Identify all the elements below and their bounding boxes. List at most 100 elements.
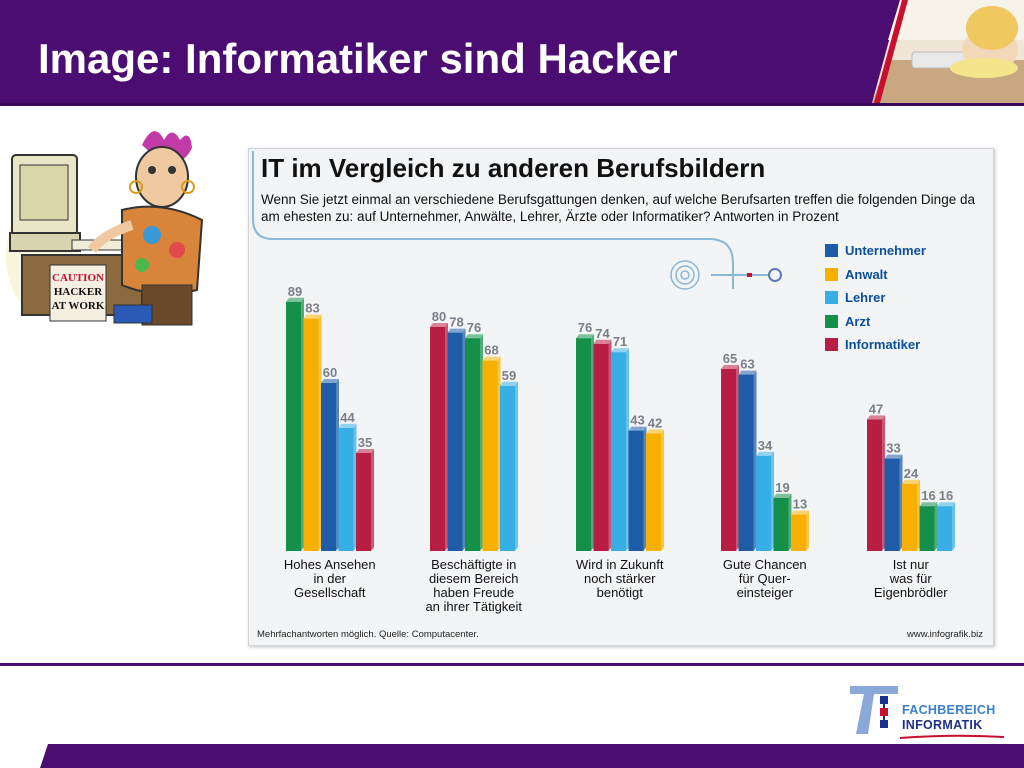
hacker-illustration: CAUTION HACKER AT WORK	[2, 115, 214, 330]
category-label: was für	[889, 571, 933, 586]
bar-side	[882, 415, 885, 551]
legend-item: Anwalt	[825, 267, 965, 283]
bar-top	[738, 370, 757, 375]
bar-unternehmer	[321, 383, 336, 551]
logo-icon	[850, 686, 898, 734]
bar-informatiker	[356, 453, 371, 551]
bar-anwalt	[482, 360, 498, 551]
bar-side	[591, 334, 594, 551]
bar-side	[643, 426, 647, 551]
slide-title: Image: Informatiker sind Hacker	[38, 35, 678, 82]
category-label: Gute Chancen	[723, 557, 807, 572]
bar-anwalt	[646, 433, 661, 551]
bar-value-label: 33	[886, 441, 900, 456]
legend-label: Anwalt	[845, 266, 888, 282]
bar-value-label: 80	[432, 309, 446, 324]
bar-lehrer	[756, 455, 771, 551]
bar-value-label: 59	[502, 368, 516, 383]
chart-source-url: www.infografik.biz	[906, 629, 983, 640]
category-label: Eigenbrödler	[874, 585, 948, 600]
bar-unternehmer	[628, 430, 644, 551]
category-label: Gesellschaft	[294, 585, 366, 600]
bar-informatiker	[721, 369, 736, 551]
category-label: an ihrer Tätigkeit	[425, 599, 522, 614]
category-label: noch stärker	[584, 571, 656, 586]
bar-top	[430, 323, 448, 327]
category-label: für Quer-	[739, 571, 791, 586]
bar-value-label: 24	[904, 466, 919, 481]
bar-value-label: 60	[323, 365, 337, 380]
bar-side	[462, 328, 466, 551]
bar-top	[576, 334, 594, 339]
bar-unternehmer	[738, 374, 754, 551]
bar-side	[771, 451, 774, 551]
bar-side	[899, 454, 903, 551]
bar-top	[867, 415, 885, 420]
bar-side	[480, 334, 483, 551]
bar-side	[917, 479, 920, 551]
category-label: Ist nur	[893, 557, 930, 572]
bar-value-label: 43	[630, 413, 644, 428]
bar-top	[338, 423, 357, 428]
legend-swatch	[825, 291, 838, 304]
bar-top	[321, 379, 339, 383]
bar-lehrer	[338, 427, 354, 551]
bar-arzt	[286, 301, 301, 551]
bar-value-label: 76	[467, 320, 481, 335]
logo-line2: INFORMATIK	[902, 718, 983, 732]
bar-informatiker	[593, 343, 609, 551]
bar-arzt	[576, 338, 591, 551]
chart-subtitle: Wenn Sie jetzt einmal an verschiedene Be…	[261, 192, 975, 224]
legend-swatch	[825, 267, 838, 281]
bar-side	[515, 381, 518, 551]
chart-title: IT im Vergleich zu anderen Berufsbildern	[261, 153, 766, 183]
bar-top	[721, 365, 739, 369]
bar-anwalt	[791, 514, 806, 551]
bar-lehrer	[611, 352, 626, 551]
category-label: diesem Bereich	[429, 571, 519, 586]
bar-side	[318, 314, 322, 551]
bar-side	[806, 510, 809, 551]
bar-top	[902, 479, 920, 484]
bar-top	[356, 449, 374, 453]
category-label: einsteiger	[737, 585, 794, 600]
bar-top	[937, 502, 955, 507]
bar-value-label: 65	[723, 351, 737, 366]
bar-anwalt	[902, 483, 917, 551]
category-label: Beschäftigte in	[431, 557, 516, 572]
bar-side	[353, 423, 357, 551]
footer-bar	[40, 744, 1024, 768]
bar-side	[661, 429, 664, 551]
category-label: Hohes Ansehen	[284, 557, 376, 572]
bar-side	[788, 493, 792, 551]
bar-unternehmer	[447, 332, 463, 551]
bar-value-label: 71	[613, 334, 627, 349]
bar-top	[465, 334, 483, 339]
legend-label: Lehrer	[845, 290, 886, 305]
bar-value-label: 76	[578, 320, 592, 335]
bar-side	[626, 348, 629, 551]
bar-side	[497, 356, 501, 551]
bar-anwalt	[303, 318, 319, 551]
header-photo	[872, 0, 1024, 103]
bar-lehrer	[937, 506, 952, 551]
bar-value-label: 74	[595, 326, 610, 341]
bar-value-label: 68	[484, 343, 498, 358]
bar-top	[773, 493, 792, 498]
bar-side	[934, 502, 938, 551]
legend-swatch	[825, 314, 838, 328]
bar-value-label: 42	[648, 415, 662, 430]
bar-value-label: 35	[358, 435, 372, 450]
bar-value-label: 89	[288, 284, 302, 299]
infographic: IT im Vergleich zu anderen Berufsbildern…	[248, 148, 994, 646]
bar-side	[952, 502, 955, 551]
sign-caution: CAUTION	[52, 272, 104, 284]
header-divider	[0, 103, 1024, 106]
legend-label: Unternehmer	[845, 243, 926, 258]
bar-top	[646, 429, 664, 434]
sign-at-work: AT WORK	[52, 300, 105, 312]
category-label: Wird in Zukunft	[576, 557, 664, 572]
bar-side	[753, 370, 757, 551]
bar-top	[756, 451, 774, 456]
